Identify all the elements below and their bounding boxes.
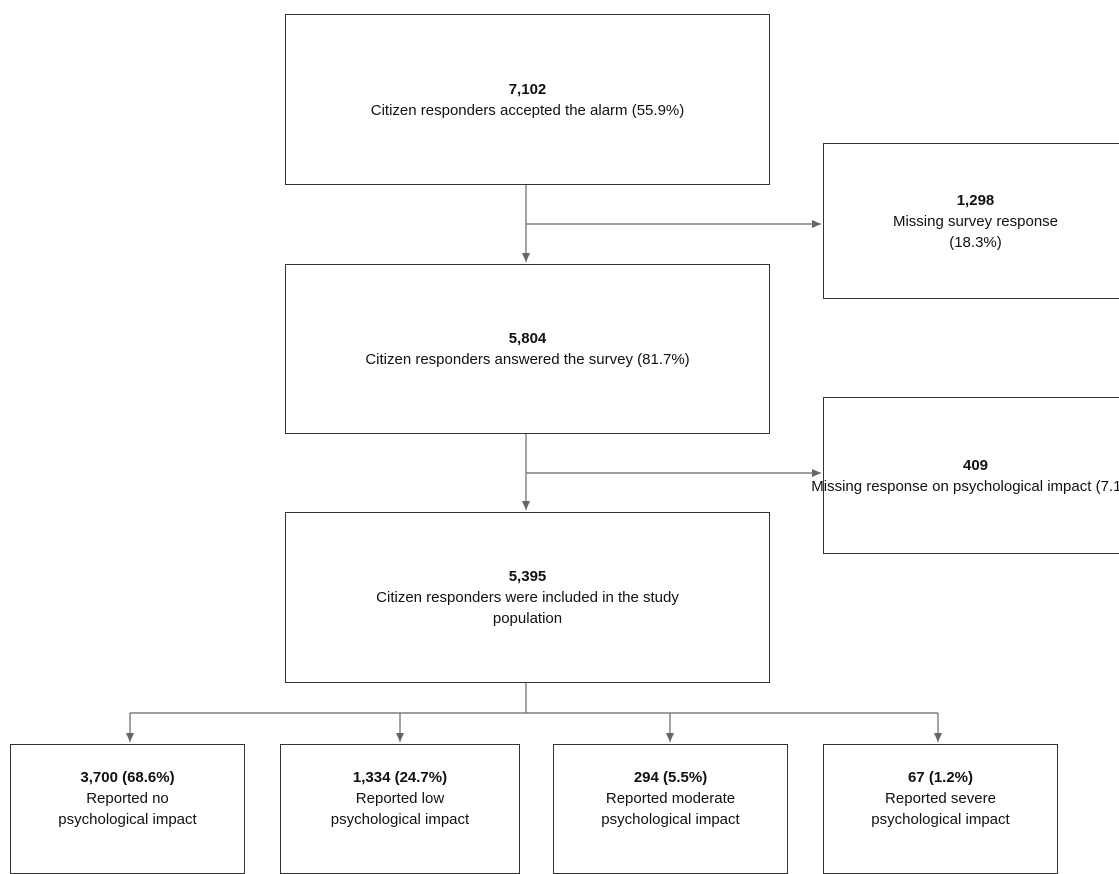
- outcome-none-count: 3,700 (68.6%): [80, 769, 175, 786]
- box-outcome-low: 1,334 (24.7%) Reported low psychological…: [280, 744, 520, 874]
- accepted-text: Citizen responders accepted the alarm (5…: [370, 101, 685, 119]
- box-accepted-alarm: 7,102 Citizen responders accepted the al…: [285, 14, 770, 185]
- accepted-count: 7,102: [508, 80, 547, 98]
- missing-psych-text: Missing response on psychological impact…: [811, 477, 1119, 495]
- box-missing-psychological: 409 Missing response on psychological im…: [811, 397, 1119, 554]
- missing-psych-count: 409: [962, 456, 989, 474]
- outcome-severe-count: 67 (1.2%): [907, 769, 974, 786]
- outcome-low-text: Reported low psychological impact: [330, 790, 470, 828]
- missing-survey-text: Missing survey response (18.3%): [892, 212, 1059, 251]
- outcome-low-count: 1,334 (24.7%): [352, 769, 448, 786]
- outcome-severe-text: Reported severe psychological impact: [871, 790, 1010, 828]
- outcome-moderate-count: 294 (5.5%): [633, 769, 708, 786]
- answered-text: Citizen responders answered the survey (…: [365, 351, 690, 368]
- answered-count: 5,804: [508, 330, 547, 347]
- box-missing-survey: 1,298 Missing survey response (18.3%): [823, 143, 1119, 299]
- box-outcome-moderate: 294 (5.5%) Reported moderate psychologic…: [553, 744, 788, 874]
- included-text: Citizen responders were included in the …: [376, 589, 679, 627]
- box-included-population: 5,395 Citizen responders were included i…: [285, 512, 770, 683]
- box-answered-survey: 5,804 Citizen responders answered the su…: [285, 264, 770, 434]
- included-count: 5,395: [508, 568, 547, 585]
- outcome-moderate-text: Reported moderate psychological impact: [601, 790, 740, 828]
- box-outcome-none: 3,700 (68.6%) Reported no psychological …: [10, 744, 245, 874]
- outcome-none-text: Reported no psychological impact: [58, 790, 197, 828]
- box-outcome-severe: 67 (1.2%) Reported severe psychological …: [823, 744, 1058, 874]
- missing-survey-count: 1,298: [956, 191, 995, 209]
